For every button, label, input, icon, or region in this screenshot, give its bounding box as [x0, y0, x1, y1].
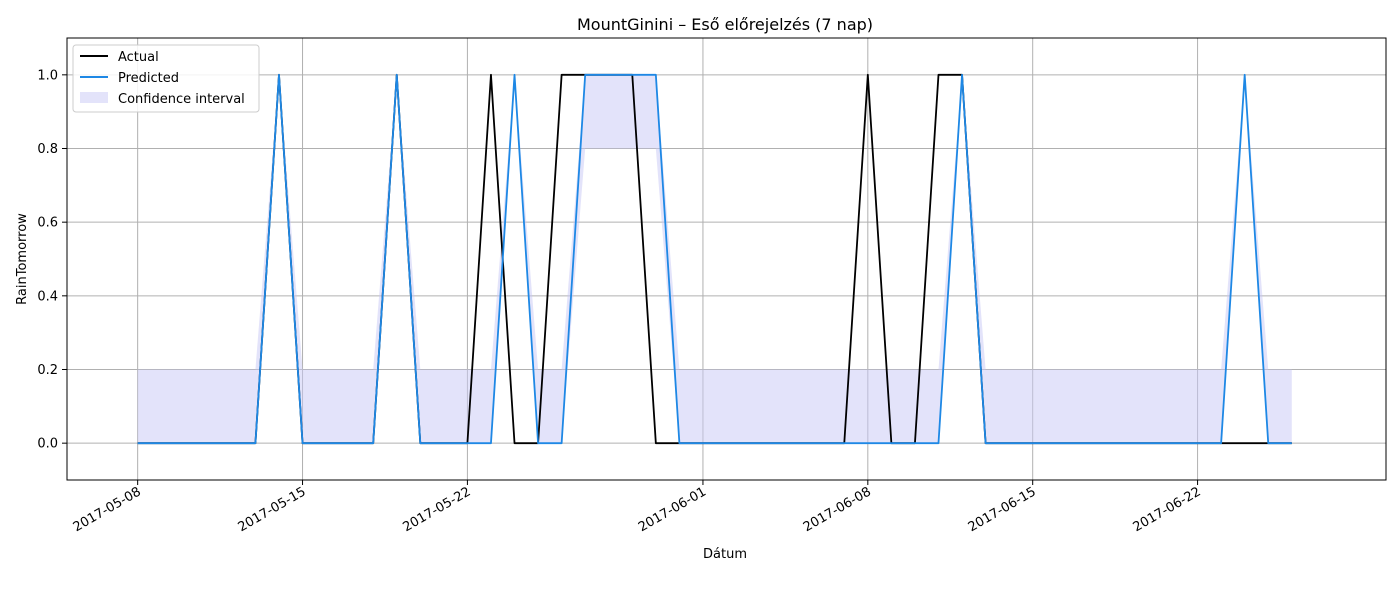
x-axis-ticks: 2017-05-08 2017-05-15 2017-05-22 2017-06-01…: [71, 480, 1204, 535]
plot-frame: [66, 37, 1387, 481]
y-tick-label: 0.2: [37, 363, 58, 378]
legend-actual-label: Actual: [118, 50, 159, 65]
predicted-series-line: [137, 73, 1292, 445]
legend-confidence-label: Confidence interval: [118, 92, 245, 107]
x-tick-label: 2017-05-22: [400, 484, 473, 535]
y-tick-label: 0.6: [37, 216, 58, 231]
x-tick-label: 2017-06-22: [1131, 484, 1204, 535]
x-tick-label: 2017-05-15: [236, 484, 309, 535]
confidence-band: [137, 74, 1292, 444]
x-tick-label: 2017-05-08: [71, 484, 144, 535]
chart-title: MountGinini – Eső előrejelzés (7 nap): [577, 15, 873, 34]
x-tick-label: 2017-06-08: [801, 484, 874, 535]
y-tick-label: 0.0: [37, 437, 58, 452]
legend-confidence-patch: [80, 92, 108, 103]
legend: Actual Predicted Confidence interval: [72, 44, 260, 113]
y-axis-title: RainTomorrow: [15, 213, 30, 305]
y-tick-label: 1.0: [37, 68, 58, 83]
y-tick-label: 0.8: [37, 142, 58, 157]
legend-predicted-label: Predicted: [118, 71, 179, 86]
series-layer: [137, 73, 1292, 445]
y-axis-ticks: 0.0 0.2 0.4 0.6 0.8 1.0: [37, 68, 67, 452]
x-tick-label: 2017-06-01: [636, 484, 709, 535]
legend-box: [72, 44, 260, 113]
x-tick-label: 2017-06-15: [966, 484, 1039, 535]
y-tick-label: 0.4: [37, 289, 58, 304]
confidence-band-layer: [137, 74, 1292, 444]
x-axis-title: Dátum: [703, 547, 747, 562]
